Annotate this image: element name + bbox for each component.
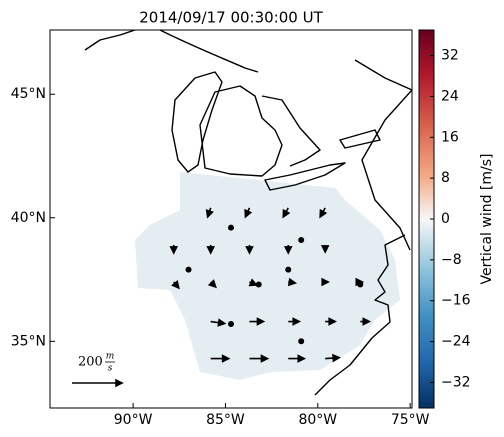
- map-title: 2014/09/17 00:30:00 UT: [139, 9, 323, 27]
- wind-arrow: [282, 207, 291, 219]
- wind-arrow: [210, 354, 231, 363]
- wind-arrow: [171, 280, 180, 290]
- y-tick-label: 35°N: [11, 333, 46, 349]
- key-unit-num: m: [106, 352, 115, 362]
- wind-arrow: [321, 277, 330, 287]
- wind-arrow: [360, 317, 372, 326]
- colorbar-tick-label: 0: [441, 211, 450, 227]
- x-tick-label: 85°W: [206, 412, 245, 428]
- colorbar-tick-label: −8: [441, 252, 462, 268]
- wind-arrow: [206, 244, 215, 255]
- wind-arrow: [320, 244, 330, 254]
- wind-arrow: [249, 317, 266, 326]
- wind-arrow: [287, 277, 298, 287]
- wind-arrow: [210, 318, 227, 327]
- key-arrow: [72, 378, 124, 388]
- station: [298, 338, 305, 345]
- station: [255, 281, 262, 288]
- wind-arrow: [169, 244, 179, 255]
- y-tick-label: 45°N: [11, 86, 46, 102]
- colorbar-tick-label: 32: [441, 48, 459, 64]
- station: [298, 237, 305, 243]
- wind-arrow: [205, 207, 214, 219]
- coastline: [261, 95, 381, 191]
- x-tick-label: 90°W: [114, 412, 153, 428]
- station: [185, 266, 192, 273]
- wind-arrow: [249, 354, 270, 363]
- x-tick-label: 80°W: [298, 412, 337, 428]
- coastline: [84, 30, 412, 91]
- wind-arrow: [244, 207, 253, 219]
- colorbar-tick-label: 24: [441, 88, 459, 104]
- coastline: [314, 89, 412, 396]
- station: [228, 321, 234, 327]
- colorbar-label: Vertical wind [m/s]: [479, 154, 495, 285]
- station: [228, 224, 234, 231]
- key-unit-den: s: [108, 364, 113, 374]
- x-tick-label: 75°W: [391, 412, 430, 428]
- wind-arrow: [288, 354, 307, 363]
- coastline: [171, 71, 223, 173]
- map-frame: [49, 29, 413, 409]
- station: [357, 281, 364, 288]
- map-layer: [84, 30, 412, 396]
- colorbar-tick-label: 16: [441, 129, 459, 145]
- key-value: 200: [78, 355, 103, 370]
- model-domain: [135, 172, 400, 380]
- wind-arrow: [248, 278, 259, 287]
- wind-arrow: [319, 207, 328, 219]
- colorbar-tick-label: −32: [441, 374, 471, 390]
- wind-arrow: [288, 317, 302, 326]
- coastline: [199, 85, 283, 177]
- wind-arrow: [245, 244, 254, 255]
- colorbar-tick-label: 8: [441, 170, 450, 186]
- station: [285, 266, 292, 273]
- y-tick-label: 40°N: [11, 210, 46, 226]
- wind-arrow: [325, 353, 341, 363]
- wind-arrow: [325, 317, 337, 326]
- wind-arrow: [283, 244, 293, 255]
- colorbar-tick-label: −24: [441, 334, 471, 350]
- wind-arrow: [207, 279, 217, 289]
- colorbar-tick-label: −16: [441, 293, 471, 309]
